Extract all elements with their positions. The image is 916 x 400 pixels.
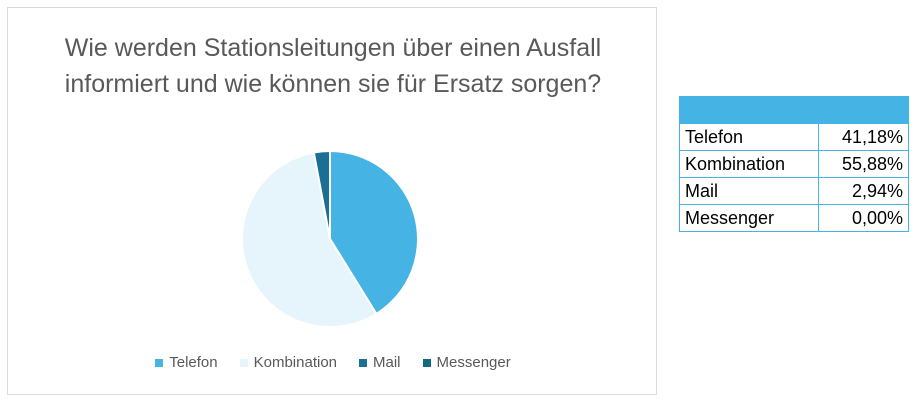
- chart-title: Wie werden Stationsleitungen über einen …: [64, 34, 602, 98]
- table-cell-value: 0,00%: [817, 204, 910, 232]
- table-row: Mail 2,94%: [679, 177, 910, 205]
- legend-item-kombination: Kombination: [239, 354, 338, 371]
- table-header-row: [679, 96, 909, 124]
- legend-item-messenger: Messenger: [422, 354, 511, 371]
- legend-swatch: [422, 358, 431, 367]
- table-cell-label: Mail: [679, 177, 819, 205]
- pie-slice-mail: [312, 149, 331, 240]
- legend-label: Telefon: [169, 354, 218, 371]
- data-table: Telefon 41,18% Kombination 55,88% Mail 2…: [679, 96, 910, 232]
- legend-swatch: [359, 358, 368, 367]
- table-cell-value: 2,94%: [817, 177, 910, 205]
- legend-label: Kombination: [253, 354, 338, 371]
- legend-swatch: [239, 358, 248, 367]
- table-row: Telefon 41,18%: [679, 123, 910, 151]
- legend-swatch: [155, 358, 164, 367]
- chart-area: Wie werden Stationsleitungen über einen …: [7, 7, 657, 395]
- pie-slice-kombination: [241, 151, 378, 328]
- table-cell-label: Telefon: [679, 123, 819, 151]
- table-cell-label: Messenger: [679, 204, 819, 232]
- chart-legend: Telefon Kombination Mail Messenger: [8, 354, 658, 371]
- table-cell-value: 41,18%: [817, 123, 910, 151]
- table-header: [679, 96, 909, 124]
- table-cell-label: Kombination: [679, 150, 819, 178]
- pie-chart: [241, 149, 419, 328]
- legend-label: Mail: [373, 354, 401, 371]
- legend-label: Messenger: [436, 354, 511, 371]
- table-row: Messenger 0,00%: [679, 204, 910, 232]
- legend-item-mail: Mail: [359, 354, 401, 371]
- table-row: Kombination 55,88%: [679, 150, 910, 178]
- legend-item-telefon: Telefon: [155, 354, 218, 371]
- table-cell-value: 55,88%: [817, 150, 910, 178]
